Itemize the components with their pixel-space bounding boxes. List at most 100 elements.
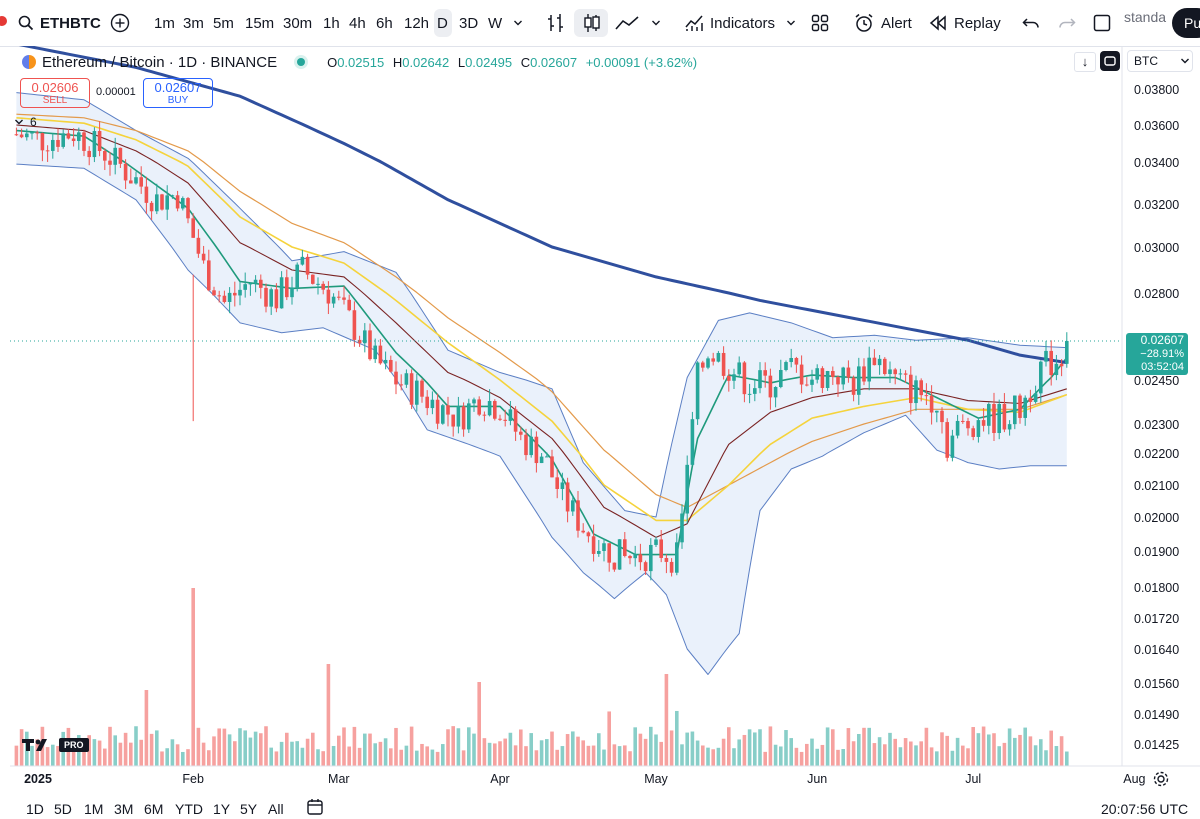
range-6m[interactable]: 6M: [144, 801, 164, 817]
interval-w[interactable]: W: [488, 14, 503, 32]
candle-body: [472, 399, 476, 404]
candle-body: [825, 370, 830, 388]
range-1d[interactable]: 1D: [26, 801, 44, 817]
sell-button[interactable]: 0.02606 SELL: [20, 78, 90, 108]
bars-style-button[interactable]: [546, 0, 566, 46]
volume-bar: [966, 748, 970, 766]
candles-style-button[interactable]: [582, 0, 602, 46]
chart-settings-button[interactable]: [1152, 770, 1170, 793]
candle-body: [846, 367, 851, 378]
line-style-button[interactable]: [614, 0, 640, 46]
candle-body: [550, 456, 554, 478]
range-5d[interactable]: 5D: [54, 801, 72, 817]
volume-bar: [695, 740, 700, 766]
candle-body: [560, 482, 565, 489]
interval-6h[interactable]: 6h: [376, 14, 393, 32]
range-1m[interactable]: 1M: [84, 801, 104, 817]
replay-button[interactable]: Replay: [929, 0, 1001, 46]
volume-bar: [701, 745, 705, 766]
utc-clock[interactable]: 20:07:56 UTC: [1101, 801, 1189, 817]
candle-body: [810, 379, 814, 385]
fullscreen-button[interactable]: [1093, 0, 1111, 46]
scroll-down-button[interactable]: ↓: [1074, 52, 1096, 72]
range-3m[interactable]: 3M: [114, 801, 134, 817]
interval-3d[interactable]: 3D: [459, 14, 479, 32]
templates-button[interactable]: [811, 0, 829, 46]
volume-bar: [898, 747, 903, 766]
candle-body: [451, 414, 455, 427]
search-icon: [18, 15, 34, 31]
candle-body: [186, 198, 190, 219]
volume-bar: [976, 733, 981, 766]
candle-body: [524, 434, 528, 456]
auto-scale-button[interactable]: [1100, 51, 1120, 71]
candle-body: [139, 177, 143, 187]
volume-bar: [274, 751, 279, 766]
volume-bar: [144, 690, 149, 766]
range-1y[interactable]: 1Y: [213, 801, 231, 817]
interval-3m[interactable]: 3m: [183, 14, 204, 32]
buy-button[interactable]: 0.02607 BUY: [143, 78, 213, 108]
chart-type-dropdown[interactable]: [651, 0, 661, 46]
volume-bar: [347, 746, 351, 766]
candle-body: [233, 292, 237, 296]
interval-4h[interactable]: 4h: [349, 14, 366, 32]
interval-30m[interactable]: 30m: [283, 14, 313, 32]
range-all[interactable]: All: [268, 801, 284, 817]
candle-body: [955, 420, 960, 436]
redo-button[interactable]: [1058, 0, 1076, 46]
layout-name[interactable]: standa: [1124, 9, 1167, 25]
interval-5m[interactable]: 5m: [213, 14, 234, 32]
volume-bar: [441, 744, 445, 766]
candle-body: [82, 132, 86, 151]
candle-body: [1018, 395, 1022, 418]
candle-body: [519, 431, 523, 435]
candle-body: [607, 543, 611, 563]
range-5y[interactable]: 5Y: [240, 801, 258, 817]
volume-bar: [524, 746, 528, 766]
volume-bar: [862, 727, 866, 766]
candle-body: [976, 420, 981, 437]
volume-bar: [831, 729, 835, 766]
sell-label: SELL: [42, 95, 68, 106]
symbol-title[interactable]: Ethereum / Bitcoin · 1D · BINANCE: [42, 53, 278, 71]
interval-1m[interactable]: 1m: [154, 14, 175, 32]
volume-bar: [248, 737, 253, 766]
volume-bar: [305, 738, 310, 766]
indicators-button[interactable]: Indicators: [684, 0, 775, 46]
interval-12h[interactable]: 12h: [404, 14, 430, 32]
indicators-dropdown[interactable]: [786, 0, 796, 46]
candle-body: [238, 289, 242, 296]
bar-countdown: 03:52:04: [1141, 361, 1184, 373]
y-tick-label: 0.01490: [1134, 708, 1179, 722]
compare-button[interactable]: [110, 0, 130, 46]
interval-dropdown[interactable]: [513, 0, 523, 46]
volume-bar: [846, 728, 851, 766]
volume-bar: [316, 749, 320, 766]
candle-body: [753, 388, 757, 394]
interval-15m[interactable]: 15m: [245, 14, 275, 32]
chart-area[interactable]: 0.03800 0.03600 0.03400 0.03200 0.03000 0.028…: [0, 42, 1200, 792]
volume-bar: [664, 674, 669, 766]
volume-bar: [129, 742, 133, 766]
volume-bar: [87, 735, 91, 766]
date-range-button[interactable]: [306, 798, 324, 819]
candle-body: [727, 375, 731, 381]
high-label: H: [392, 54, 403, 70]
interval-d[interactable]: D: [437, 14, 448, 32]
undo-button[interactable]: [1022, 0, 1040, 46]
candle-body: [347, 299, 351, 311]
candle-body: [201, 253, 206, 261]
symbol-search[interactable]: ETHBTC: [18, 0, 101, 46]
interval-1h[interactable]: 1h: [323, 14, 340, 32]
currency-selector[interactable]: BTC: [1127, 50, 1193, 72]
candle-body: [290, 287, 294, 298]
y-tick-label: 0.01900: [1134, 545, 1179, 559]
candle-body: [253, 279, 258, 284]
price-chart[interactable]: 0.03800 0.03600 0.03400 0.03200 0.03000 0.028…: [0, 42, 1200, 792]
range-ytd[interactable]: YTD: [175, 801, 203, 817]
publish-button[interactable]: Pu: [1172, 8, 1200, 38]
volume-bar: [1059, 736, 1064, 766]
indicators-toggle[interactable]: 6: [14, 115, 37, 129]
alert-button[interactable]: Alert: [854, 0, 912, 46]
